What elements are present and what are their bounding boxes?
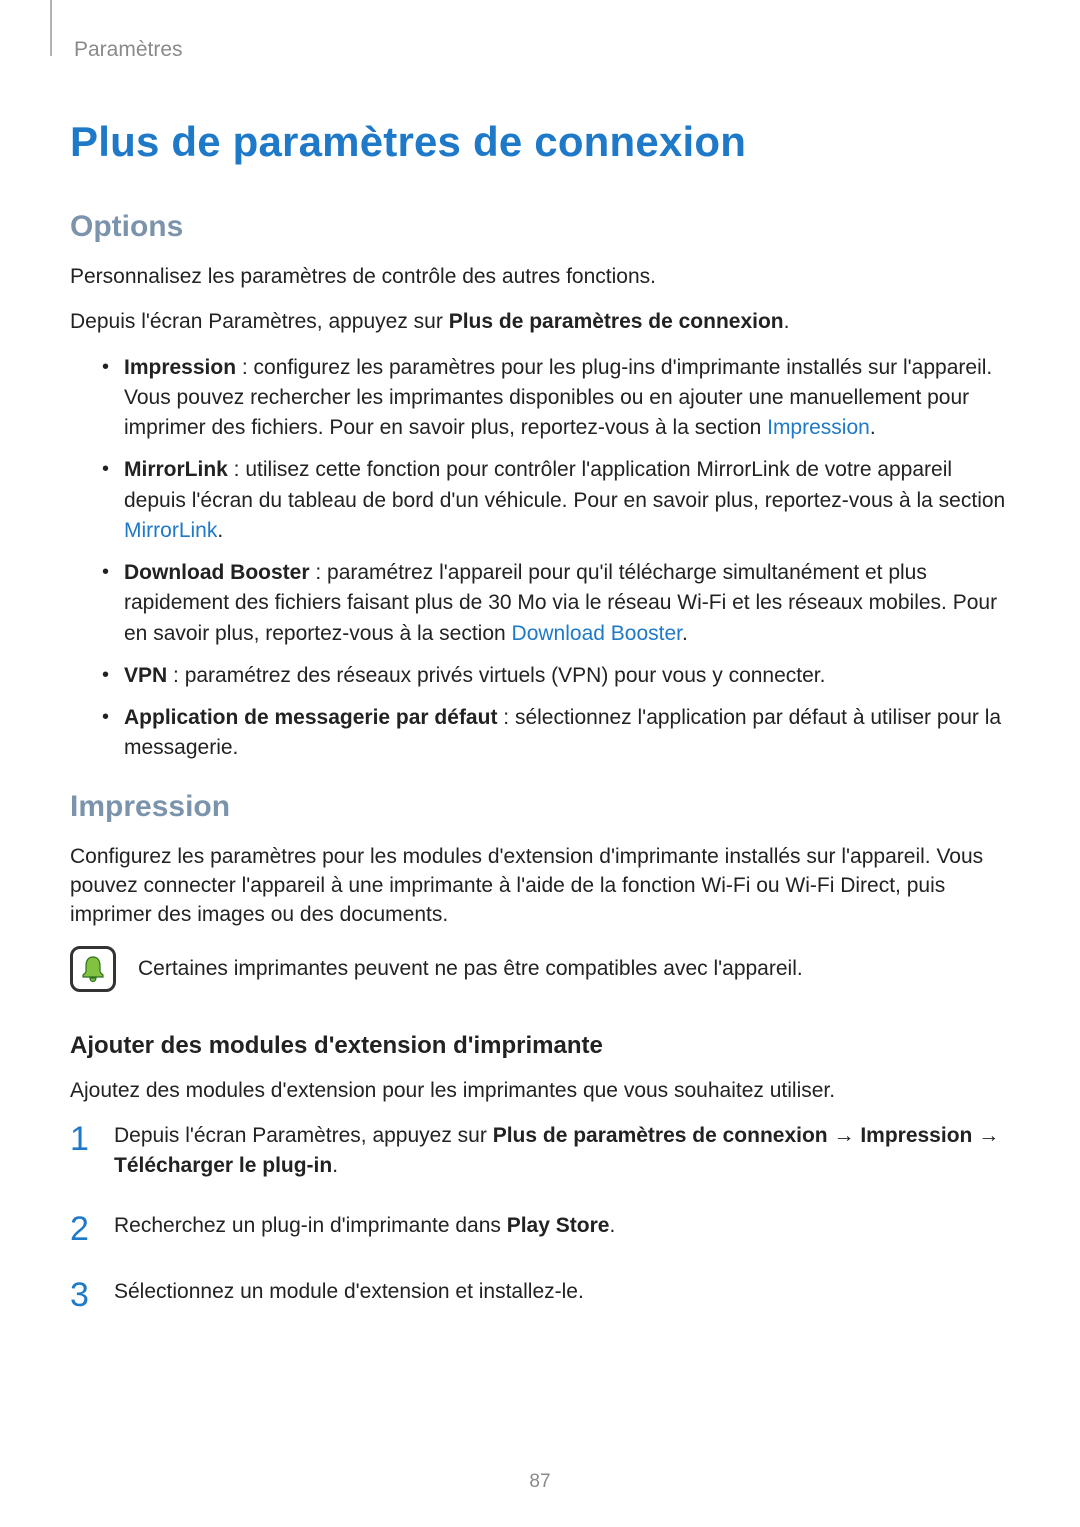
add-modules-paragraph: Ajoutez des modules d'extension pour les… xyxy=(70,1076,1010,1105)
step-arrow: → xyxy=(972,1124,999,1147)
list-item: Application de messagerie par défaut : s… xyxy=(106,703,1010,763)
page-title: Plus de paramètres de connexion xyxy=(70,118,1010,166)
step-text-post: . xyxy=(609,1214,615,1237)
bullet-bold: Impression xyxy=(124,356,236,379)
options-paragraph-1: Personnalisez les paramètres de contrôle… xyxy=(70,262,1010,291)
bullet-bold: VPN xyxy=(124,664,167,687)
bullet-bold: Application de messagerie par défaut xyxy=(124,706,497,729)
note-callout: Certaines imprimantes peuvent ne pas êtr… xyxy=(70,946,1010,992)
bullet-text-after: . xyxy=(682,622,688,645)
note-text: Certaines imprimantes peuvent ne pas êtr… xyxy=(138,954,803,983)
section-impression-heading: Impression xyxy=(70,790,1010,824)
step-text-pre: Depuis l'écran Paramètres, appuyez sur xyxy=(114,1124,493,1147)
list-item: MirrorLink : utilisez cette fonction pou… xyxy=(106,455,1010,546)
page-number: 87 xyxy=(0,1471,1080,1493)
list-item: Impression : configurez les paramètres p… xyxy=(106,353,1010,444)
left-margin-rule xyxy=(50,0,52,56)
impression-paragraph-1: Configurez les paramètres pour les modul… xyxy=(70,842,1010,930)
step-item: Sélectionnez un module d'extension et in… xyxy=(70,1277,1010,1313)
add-modules-heading: Ajouter des modules d'extension d'imprim… xyxy=(70,1032,1010,1060)
list-item: Download Booster : paramétrez l'appareil… xyxy=(106,558,1010,649)
bullet-bold: Download Booster xyxy=(124,561,310,584)
breadcrumb: Paramètres xyxy=(74,38,1010,62)
note-bell-icon xyxy=(70,946,116,992)
bullet-text: : utilisez cette fonction pour contrôler… xyxy=(124,458,1005,511)
bullet-text: : paramétrez des réseaux privés virtuels… xyxy=(167,664,825,687)
step-item: Depuis l'écran Paramètres, appuyez sur P… xyxy=(70,1121,1010,1181)
bullet-text-after: . xyxy=(870,416,876,439)
steps-list: Depuis l'écran Paramètres, appuyez sur P… xyxy=(70,1121,1010,1313)
step-bold-1: Play Store xyxy=(507,1214,610,1237)
link-download-booster[interactable]: Download Booster xyxy=(512,622,682,645)
options-p2-prefix: Depuis l'écran Paramètres, appuyez sur xyxy=(70,310,449,333)
bullet-bold: MirrorLink xyxy=(124,458,228,481)
step-text-pre: Sélectionnez un module d'extension et in… xyxy=(114,1280,584,1303)
options-bullet-list: Impression : configurez les paramètres p… xyxy=(70,353,1010,764)
bullet-text-after: . xyxy=(217,519,223,542)
step-text-pre: Recherchez un plug-in d'imprimante dans xyxy=(114,1214,507,1237)
step-bold-3: Télécharger le plug-in xyxy=(114,1154,332,1177)
list-item: VPN : paramétrez des réseaux privés virt… xyxy=(106,661,1010,691)
step-bold-2: Impression xyxy=(860,1124,972,1147)
section-options-heading: Options xyxy=(70,210,1010,244)
link-mirrorlink[interactable]: MirrorLink xyxy=(124,519,217,542)
step-bold-1: Plus de paramètres de connexion xyxy=(493,1124,828,1147)
options-paragraph-2: Depuis l'écran Paramètres, appuyez sur P… xyxy=(70,307,1010,336)
step-arrow: → xyxy=(828,1124,861,1147)
options-p2-suffix: . xyxy=(784,310,790,333)
link-impression[interactable]: Impression xyxy=(767,416,870,439)
options-p2-bold: Plus de paramètres de connexion xyxy=(449,310,784,333)
page: Paramètres Plus de paramètres de connexi… xyxy=(0,0,1080,1527)
step-item: Recherchez un plug-in d'imprimante dans … xyxy=(70,1211,1010,1247)
step-text-post: . xyxy=(332,1154,338,1177)
